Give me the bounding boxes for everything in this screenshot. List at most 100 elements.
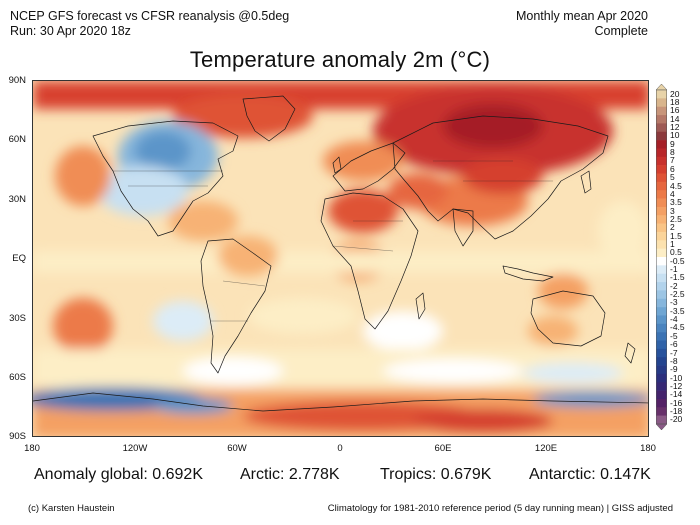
colorbar-tick-label: 2	[670, 222, 675, 233]
stat-arctic: Arctic: 2.778K	[240, 466, 340, 483]
header-run-label: Run: 30 Apr 2020 18z	[10, 24, 131, 38]
colorbar-tick-label: -0.5	[670, 255, 685, 266]
colorbar-segment	[656, 340, 667, 350]
colorbar-tick-label: -4.5	[670, 322, 685, 333]
header-model-label: NCEP GFS forecast vs CFSR reanalysis @0.…	[10, 9, 290, 23]
colorbar-tick-label: -14	[670, 389, 683, 400]
colorbar-tick-label: -2	[670, 280, 678, 291]
colorbar-segment	[656, 348, 667, 358]
colorbar-tick-label: 12	[670, 122, 680, 133]
colorbar-outline	[656, 89, 667, 425]
colorbar-segment	[656, 290, 667, 300]
colorbar-tick-label: 20	[670, 88, 680, 99]
colorbar-segment	[656, 123, 667, 133]
anomaly-map[interactable]	[32, 80, 649, 437]
colorbar-tick-label: 9	[670, 138, 675, 149]
colorbar-segment	[656, 148, 667, 158]
colorbar-segment	[656, 307, 667, 316]
colorbar-tick-label: 14	[670, 113, 680, 124]
colorbar-segment	[656, 165, 667, 174]
colorbar-segment	[656, 156, 667, 166]
colorbar-segment	[656, 323, 667, 333]
colorbar-tick-label: 1.5	[670, 230, 682, 241]
colorbar-segment	[656, 131, 667, 141]
colorbar-tick-label: 4.5	[670, 180, 682, 191]
lon-label-0: 0	[337, 443, 343, 454]
colorbar-segment	[656, 240, 667, 249]
colorbar-segment	[656, 215, 667, 224]
colorbar-tick-label: 16	[670, 105, 680, 116]
colorbar-tick-label: -20	[670, 414, 683, 425]
colorbar-tick-label: -9	[670, 364, 678, 375]
stat-global: Anomaly global: 0.692K	[34, 466, 203, 483]
colorbar-segment	[656, 181, 667, 191]
colorbar-tick-label: 18	[670, 97, 680, 108]
colorbar-tick-label: -3	[670, 297, 678, 308]
colorbar-tick-label: -18	[670, 405, 683, 416]
header-run-info: NCEP GFS forecast vs CFSR reanalysis @0.…	[10, 9, 289, 39]
colorbar-tick-label: -3.5	[670, 305, 685, 316]
colorbar-segment	[656, 173, 667, 183]
colorbar-segment	[656, 206, 667, 216]
colorbar-segment	[656, 231, 667, 241]
colorbar-bottom-arrow	[656, 423, 667, 430]
colorbar-segment	[656, 98, 667, 107]
lat-label-60s: 60S	[9, 372, 26, 383]
colorbar-segment	[656, 315, 667, 325]
colorbar-segment	[656, 365, 667, 375]
colorbar-segment	[656, 198, 667, 208]
colorbar-segment	[656, 90, 667, 99]
header-period-label: Monthly mean Apr 2020	[515, 9, 648, 23]
stat-antarctic: Antarctic: 0.147K	[529, 466, 651, 483]
colorbar-segment	[656, 382, 667, 391]
colorbar-segment	[656, 273, 667, 283]
colorbar-tick-label: -4	[670, 314, 678, 325]
colorbar-segment	[656, 265, 667, 274]
colorbar-tick-label: -2.5	[670, 289, 685, 300]
footer-climatology: Climatology for 1981-2010 reference peri…	[327, 503, 673, 514]
colorbar-segment	[656, 407, 667, 416]
colorbar-segment	[656, 390, 667, 400]
colorbar-segment	[656, 332, 667, 341]
colorbar-segment	[656, 115, 667, 124]
colorbar-top-arrow	[656, 84, 667, 91]
colorbar-segment	[656, 282, 667, 291]
colorbar-tick-label: -7	[670, 347, 678, 358]
colorbar-tick-label: -5	[670, 330, 678, 341]
lat-label-30s: 30S	[9, 313, 26, 324]
lon-label-60e: 60E	[434, 443, 452, 454]
lon-label-180e: 180	[640, 443, 656, 454]
lat-label-eq: EQ	[12, 253, 26, 264]
colorbar-segment	[656, 373, 667, 383]
lat-label-90s: 90S	[9, 431, 26, 442]
colorbar-segment	[656, 398, 667, 408]
colorbar-tick-label: 8	[670, 147, 675, 158]
colorbar-segment	[656, 357, 667, 366]
colorbar-tick-label: 3.5	[670, 197, 682, 208]
colorbar-tick-label: 5	[670, 172, 675, 183]
colorbar-tick-label: -12	[670, 380, 683, 391]
colorbar-tick-label: -6	[670, 339, 678, 350]
colorbar-segment	[656, 223, 667, 233]
colorbar-tick-label: 2.5	[670, 213, 682, 224]
colorbar-tick-label: 6	[670, 163, 675, 174]
lat-label-60n: 60N	[8, 134, 26, 145]
header-period-info: Monthly mean Apr 2020 Complete	[516, 9, 648, 39]
colorbar-tick-label: -1	[670, 264, 678, 275]
colorbar-tick-label: 3	[670, 205, 675, 216]
colorbar	[656, 84, 667, 430]
colorbar-tick-label: -8	[670, 355, 678, 366]
lat-label-90n: 90N	[8, 75, 26, 86]
colorbar-segment	[656, 415, 667, 425]
map-title: Temperature anomaly 2m (°C)	[189, 47, 491, 72]
colorbar-tick-label: -10	[670, 372, 683, 383]
stat-tropics: Tropics: 0.679K	[380, 466, 492, 483]
lon-label-120w: 120W	[122, 443, 148, 454]
colorbar-segment	[656, 140, 667, 149]
colorbar-tick-label: 10	[670, 130, 680, 141]
colorbar-tick-label: 1	[670, 238, 675, 249]
lon-label-60w: 60W	[227, 443, 247, 454]
anomaly-map-graphic	[33, 81, 648, 436]
lon-label-180w: 180	[24, 443, 40, 454]
colorbar-segment	[656, 248, 667, 258]
